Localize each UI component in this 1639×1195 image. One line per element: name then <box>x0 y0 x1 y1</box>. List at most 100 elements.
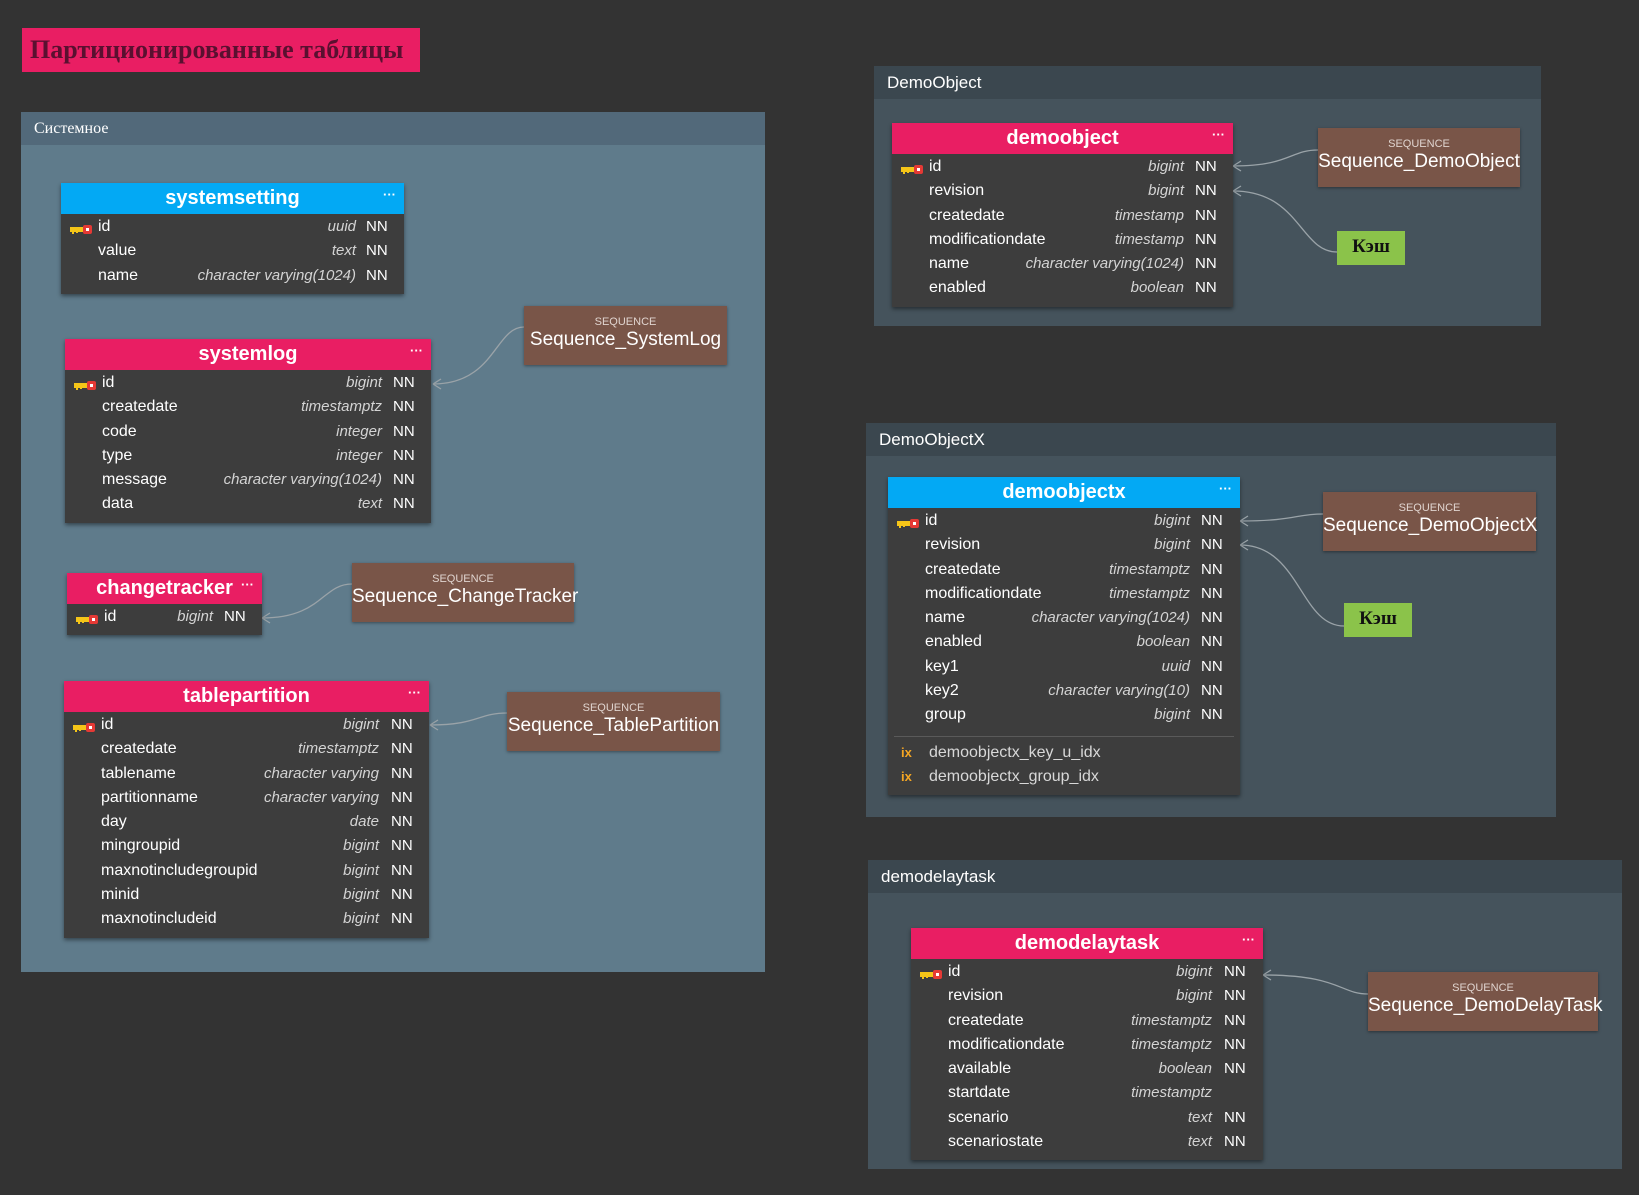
column-row[interactable]: id bigint NN <box>911 960 1263 984</box>
column-type: character varying(10) <box>1048 682 1190 700</box>
column-name: day <box>101 813 127 831</box>
table-header[interactable]: tablepartition ··· <box>64 681 429 712</box>
column-type: timestamptz <box>1109 584 1190 602</box>
column-row[interactable]: key1 uuid NN <box>888 655 1240 679</box>
table-header[interactable]: systemsetting ··· <box>61 183 404 214</box>
more-icon[interactable]: ··· <box>408 685 421 700</box>
table-name: demodelaytask <box>1014 932 1160 954</box>
table-systemlog[interactable]: systemlog ··· id bigint NN createdate timestam… <box>65 339 431 523</box>
column-row[interactable]: message character varying(1024) NN <box>65 468 431 492</box>
column-not-null: NN <box>1201 536 1223 554</box>
column-type: timestamptz <box>1131 1084 1212 1102</box>
column-row[interactable]: key2 character varying(10) NN <box>888 679 1240 703</box>
column-row[interactable]: id uuid NN <box>61 215 404 239</box>
sequence-label: SEQUENCE <box>582 702 645 714</box>
column-row[interactable]: code integer NN <box>65 420 431 444</box>
column-row[interactable]: tablename character varying NN <box>64 762 429 786</box>
column-not-null: NN <box>391 861 413 879</box>
more-icon[interactable]: ··· <box>410 343 423 358</box>
column-row[interactable]: data text NN <box>65 492 431 516</box>
column-row[interactable]: maxnotincludeid bigint NN <box>64 907 429 931</box>
column-name: createdate <box>929 206 1005 224</box>
column-row[interactable]: enabled boolean NN <box>892 276 1233 300</box>
table-demodelaytask[interactable]: demodelaytask ··· id bigint NN revision bigint… <box>911 928 1263 1161</box>
column-row[interactable]: id bigint NN <box>65 371 431 395</box>
column-row[interactable]: id bigint NN <box>64 713 429 737</box>
column-row[interactable]: mingroupid bigint NN <box>64 834 429 858</box>
table-demoobjectx[interactable]: demoobjectx ··· id bigint NN revision bigint NN… <box>888 477 1240 795</box>
table-header[interactable]: demoobject ··· <box>892 123 1233 154</box>
column-not-null: NN <box>1195 182 1217 200</box>
column-row[interactable]: createdate timestamptz NN <box>911 1009 1263 1033</box>
column-row[interactable]: createdate timestamptz NN <box>888 558 1240 582</box>
column-type: bigint <box>343 716 379 733</box>
sequence-label: SEQUENCE <box>594 316 657 328</box>
column-name: id <box>929 158 942 175</box>
cache-note-demoobjectx[interactable]: Кэш <box>1344 603 1412 637</box>
column-row[interactable]: modificationdate timestamptz NN <box>888 582 1240 606</box>
column-row[interactable]: modificationdate timestamp NN <box>892 228 1233 252</box>
column-not-null: NN <box>391 837 413 855</box>
column-row[interactable]: minid bigint NN <box>64 883 429 907</box>
sequence-demodelaytask[interactable]: SEQUENCE Sequence_DemoDelayTask <box>1368 972 1602 1031</box>
column-row[interactable]: day date NN <box>64 810 429 834</box>
column-row[interactable]: startdate timestamptz <box>911 1081 1263 1105</box>
sequence-systemlog[interactable]: SEQUENCE Sequence_SystemLog <box>524 306 727 365</box>
column-row[interactable]: createdate timestamp NN <box>892 204 1233 228</box>
column-row[interactable]: id bigint NN <box>67 605 262 629</box>
more-icon[interactable]: ··· <box>1212 127 1225 142</box>
column-row[interactable]: available boolean NN <box>911 1057 1263 1081</box>
sequence-changetracker[interactable]: SEQUENCE Sequence_ChangeTracker <box>352 563 578 622</box>
more-icon[interactable]: ··· <box>1242 932 1255 947</box>
more-icon[interactable]: ··· <box>383 187 396 202</box>
column-row[interactable]: name character varying(1024) NN <box>892 252 1233 276</box>
column-row[interactable]: name character varying(1024) NN <box>888 606 1240 630</box>
column-row[interactable]: group bigint NN <box>888 703 1240 727</box>
column-row[interactable]: id bigint NN <box>888 509 1240 533</box>
column-name: enabled <box>929 279 986 297</box>
column-name: type <box>102 446 133 464</box>
column-type: timestamp <box>1114 230 1184 248</box>
column-row[interactable]: scenario text NN <box>911 1106 1263 1130</box>
table-header[interactable]: changetracker ··· <box>67 573 262 604</box>
cache-note-demoobject[interactable]: Кэш <box>1337 231 1405 265</box>
more-icon[interactable]: ··· <box>241 577 254 592</box>
column-row[interactable]: enabled boolean NN <box>888 630 1240 654</box>
column-row[interactable]: revision bigint NN <box>888 533 1240 557</box>
table-tablepartition[interactable]: tablepartition ··· id bigint NN createdate tim… <box>64 681 429 938</box>
column-row[interactable]: modificationdate timestamptz NN <box>911 1033 1263 1057</box>
index-row[interactable]: ix demoobjectx_key_u_idx <box>888 741 1240 765</box>
column-row[interactable]: partitionname character varying NN <box>64 786 429 810</box>
column-row[interactable]: createdate timestamptz NN <box>64 737 429 761</box>
column-row[interactable]: revision bigint NN <box>892 179 1233 203</box>
index-row[interactable]: ix demoobjectx_group_idx <box>888 765 1240 789</box>
sequence-tablepartition[interactable]: SEQUENCE Sequence_TablePartition <box>507 692 720 751</box>
column-row[interactable]: name character varying(1024) NN <box>61 264 404 288</box>
column-row[interactable]: type integer NN <box>65 444 431 468</box>
column-name: key1 <box>925 657 959 675</box>
column-row[interactable]: maxnotincludegroupid bigint NN <box>64 859 429 883</box>
index-name: demoobjectx_key_u_idx <box>929 743 1101 761</box>
table-header[interactable]: demodelaytask ··· <box>911 928 1263 959</box>
column-row[interactable]: id bigint NN <box>892 155 1233 179</box>
sequence-demoobject[interactable]: SEQUENCE Sequence_DemoObject <box>1318 128 1520 187</box>
column-row[interactable]: value text NN <box>61 239 404 263</box>
column-type: integer <box>336 422 382 440</box>
sequence-demoobjectx[interactable]: SEQUENCE Sequence_DemoObjectX <box>1323 492 1537 551</box>
column-not-null: NN <box>1195 230 1217 248</box>
column-not-null: NN <box>391 764 413 782</box>
column-type: text <box>1187 1133 1212 1151</box>
table-systemsetting[interactable]: systemsetting ··· id uuid NN value text NN name c… <box>61 183 404 294</box>
table-header[interactable]: systemlog ··· <box>65 339 431 370</box>
table-changetracker[interactable]: changetracker ··· id bigint NN <box>67 573 262 636</box>
column-name: mingroupid <box>101 837 181 855</box>
column-row[interactable]: createdate timestamptz NN <box>65 395 431 419</box>
table-header[interactable]: demoobjectx ··· <box>888 477 1240 508</box>
more-icon[interactable]: ··· <box>1219 481 1232 496</box>
table-demoobject[interactable]: demoobject ··· id bigint NN revision bigint NN c… <box>892 123 1233 307</box>
column-not-null: NN <box>1201 682 1223 700</box>
column-row[interactable]: revision bigint NN <box>911 984 1263 1008</box>
group-demodelaytask-header: demodelaytask <box>868 860 1622 893</box>
column-name: group <box>925 706 966 724</box>
column-row[interactable]: scenariostate text NN <box>911 1130 1263 1154</box>
